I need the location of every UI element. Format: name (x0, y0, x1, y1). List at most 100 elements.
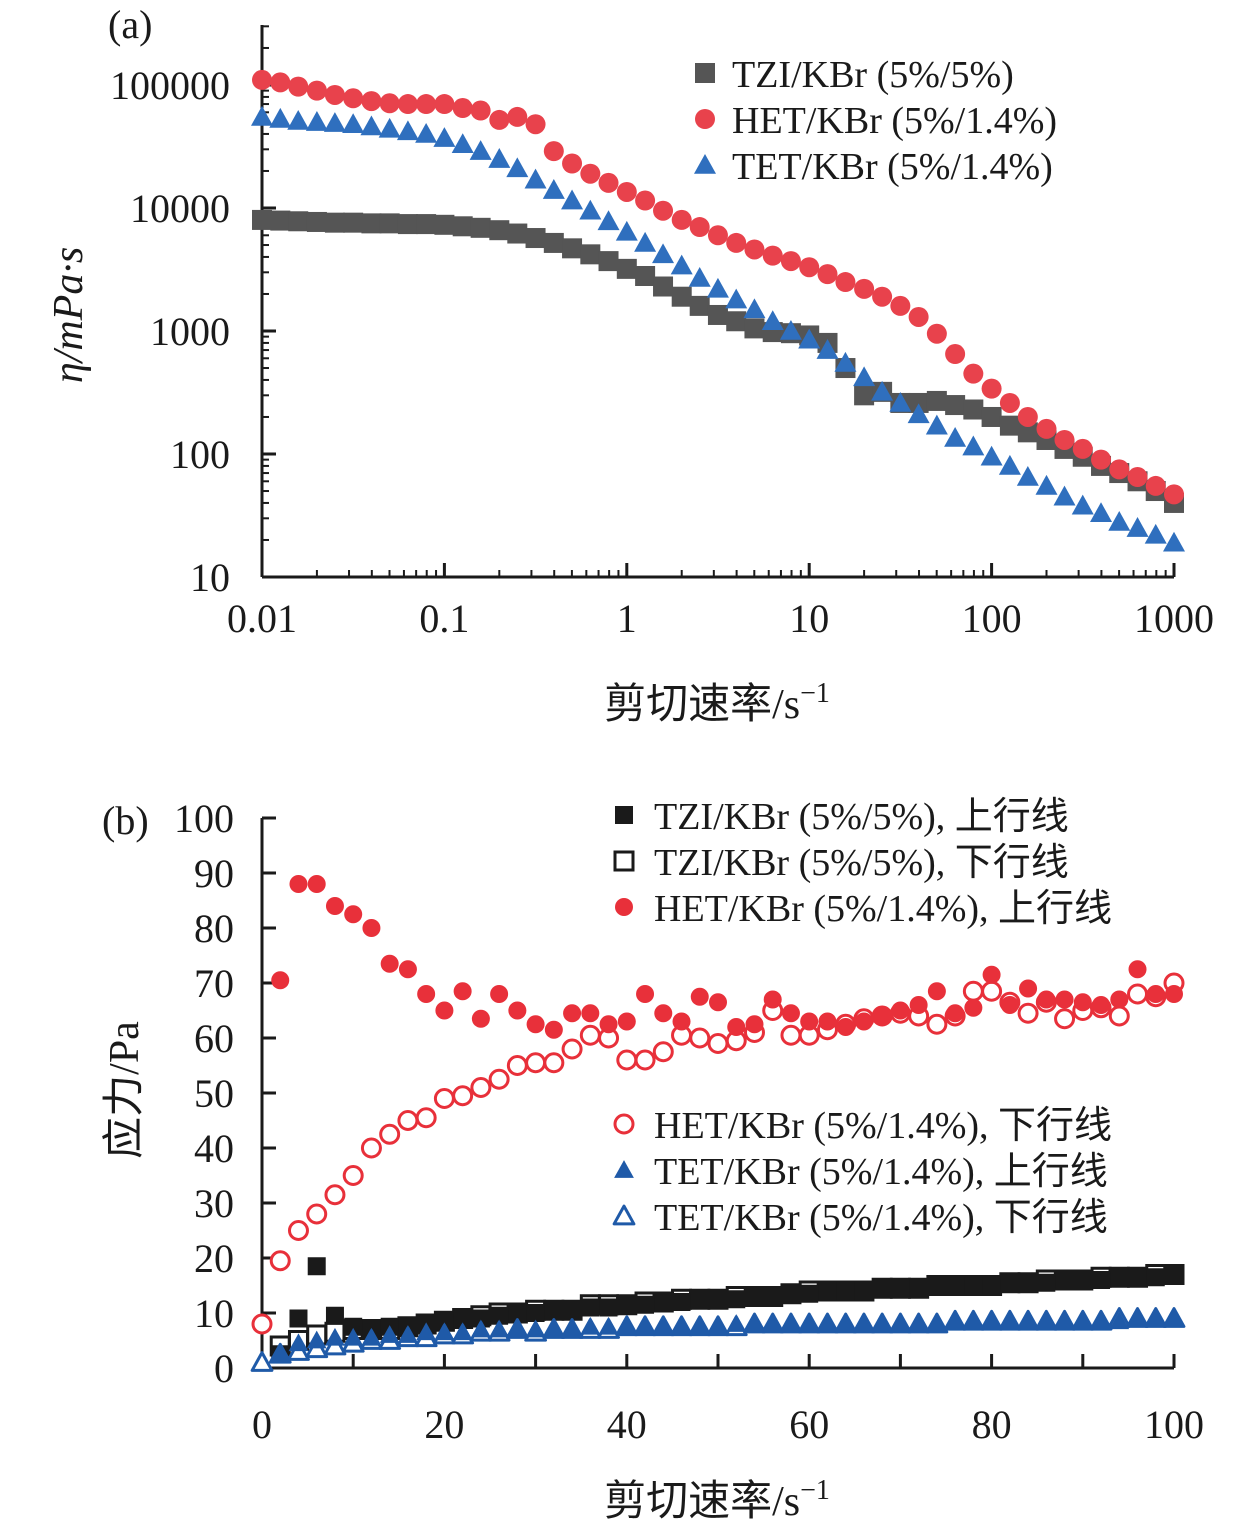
panel-b-y-tick-label: 70 (194, 961, 234, 1006)
panel-b-data-point (690, 1290, 709, 1309)
panel-a-legend-item-3: TET/KBr (5%/1.4%) (694, 146, 1053, 188)
panel-b-data-point (690, 987, 709, 1006)
panel-b-y-tick-label: 30 (194, 1181, 234, 1226)
panel-b-data-point (854, 1314, 874, 1332)
panel-b-data-point (1128, 1268, 1147, 1287)
panel-b-data-point (1072, 1311, 1093, 1330)
panel-a-data-point (689, 217, 710, 238)
panel-b-data-point (727, 1290, 746, 1309)
panel-b-data-point (689, 1027, 711, 1049)
panel-a-data-point (1072, 438, 1093, 459)
panel-a-data-point (707, 304, 728, 325)
panel-b-data-point (470, 1319, 491, 1338)
panel-a-data-point (306, 211, 327, 232)
panel-b-legend-item-2: TZI/KBr (5%/5%), 下行线 (613, 842, 1069, 884)
panel-b-data-point (964, 1276, 983, 1295)
panel-b-data-point (616, 1316, 637, 1335)
panel-b-y-tick-label: 20 (194, 1236, 234, 1281)
panel-a-data-point (1054, 429, 1075, 450)
panel-a-data-point (761, 310, 784, 331)
panel-a-data-point (908, 392, 929, 413)
panel-b-data-point (525, 1052, 547, 1074)
panel-a-data-point (379, 93, 400, 114)
panel-a-data-point (433, 127, 456, 147)
panel-b-data-point (1000, 996, 1019, 1014)
panel-a-legend: TZI/KBr (5%/5%)HET/KBr (5%/1.4%)TET/KBr … (694, 54, 1057, 188)
panel-a-data-point (288, 76, 309, 97)
panel-a-x-tick-label: 100 (962, 596, 1022, 641)
panel-b-legend-marker (613, 850, 635, 872)
panel-a-data-point (854, 385, 875, 406)
panel-b-data-point (581, 1298, 600, 1317)
panel-b-data-point (397, 1110, 419, 1131)
panel-b-x-tick-label: 20 (424, 1402, 464, 1447)
panel-a-data-point (561, 189, 584, 210)
panel-b-data-point (799, 1314, 820, 1332)
panel-a-data-point (726, 232, 747, 253)
panel-b-legend-label: TET/KBr (5%/1.4%), 下行线 (654, 1197, 1108, 1239)
panel-a-data-point (671, 209, 692, 230)
panel-a-data-points (251, 69, 1185, 552)
panel-b-data-point (360, 1137, 382, 1159)
panel-a-data-point (323, 112, 346, 132)
panel-a-data-point (889, 391, 912, 412)
panel-a-data-point (543, 141, 564, 162)
panel-a-data-point (251, 105, 273, 126)
panel-a-y-tick-label: 10000 (130, 186, 230, 231)
panel-b-data-point (581, 1004, 600, 1023)
panel-b-legend-item-6: TET/KBr (5%/1.4%), 下行线 (612, 1197, 1108, 1239)
panel-a-data-point (926, 323, 947, 344)
panel-a-data-point (1017, 406, 1038, 427)
panel-b-data-point (781, 1004, 800, 1023)
panel-b-data-point (873, 1007, 892, 1025)
panel-b-data-point (307, 875, 326, 893)
panel-a-data-point (635, 190, 656, 211)
panel-a-x-tick-label: 10 (789, 596, 829, 641)
panel-a-data-point (269, 107, 292, 128)
panel-a-data-point (671, 286, 692, 307)
panel-a-legend-marker (695, 63, 715, 83)
panel-a-data-point (871, 380, 894, 401)
panel-b-data-point (599, 1298, 618, 1317)
panel-b-data-point (306, 1203, 328, 1225)
panel-b-data-point (727, 1018, 746, 1036)
panel-b-data-point (854, 1282, 873, 1300)
panel-b-legend-label: HET/KBr (5%/1.4%), 下行线 (654, 1105, 1112, 1147)
panel-a-x-tick-label: 0.1 (419, 596, 469, 641)
panel-a-label: (a) (108, 2, 152, 47)
panel-b-data-point (945, 1311, 966, 1330)
panel-b-data-point (982, 965, 1001, 984)
panel-b-data-point (416, 1322, 437, 1341)
panel-b-data-point (672, 1293, 691, 1311)
panel-b-data-point (654, 1004, 673, 1023)
panel-b-data-point (1055, 1271, 1074, 1289)
panel-b-data-point (616, 1049, 638, 1071)
panel-a-data-point (525, 114, 546, 135)
panel-b-data-point (433, 1088, 455, 1109)
panel-b-data-point (909, 1279, 928, 1298)
panel-a-data-point (489, 109, 510, 130)
panel-b-data-point (343, 1327, 364, 1346)
panel-b-data-point (470, 1077, 492, 1098)
panel-a-data-point (451, 133, 474, 154)
panel-b-x-axis-title: 剪切速率/s−1 (604, 1475, 830, 1525)
panel-b-data-point (544, 1301, 563, 1320)
panel-a-data-point (615, 220, 638, 241)
panel-a-data-point (270, 210, 291, 231)
panel-a-data-point (962, 435, 985, 456)
panel-b-legend-item-4: HET/KBr (5%/1.4%), 下行线 (613, 1105, 1112, 1147)
panel-b-data-point (526, 1304, 545, 1322)
panel-a-data-point (688, 266, 711, 287)
panel-a-data-point (379, 213, 400, 234)
panel-a-x-tick-label: 1000 (1134, 596, 1214, 641)
panel-b-data-point (1127, 1308, 1148, 1327)
panel-a-data-point (1071, 494, 1094, 515)
panel-b-data-point (1073, 1271, 1092, 1289)
panel-b-data-point (1019, 979, 1038, 998)
panel-a-data-point (360, 115, 383, 136)
panel-b-data-point (435, 1001, 454, 1020)
panel-a-data-point (1163, 531, 1185, 552)
panel-b-data-point (763, 990, 782, 1009)
